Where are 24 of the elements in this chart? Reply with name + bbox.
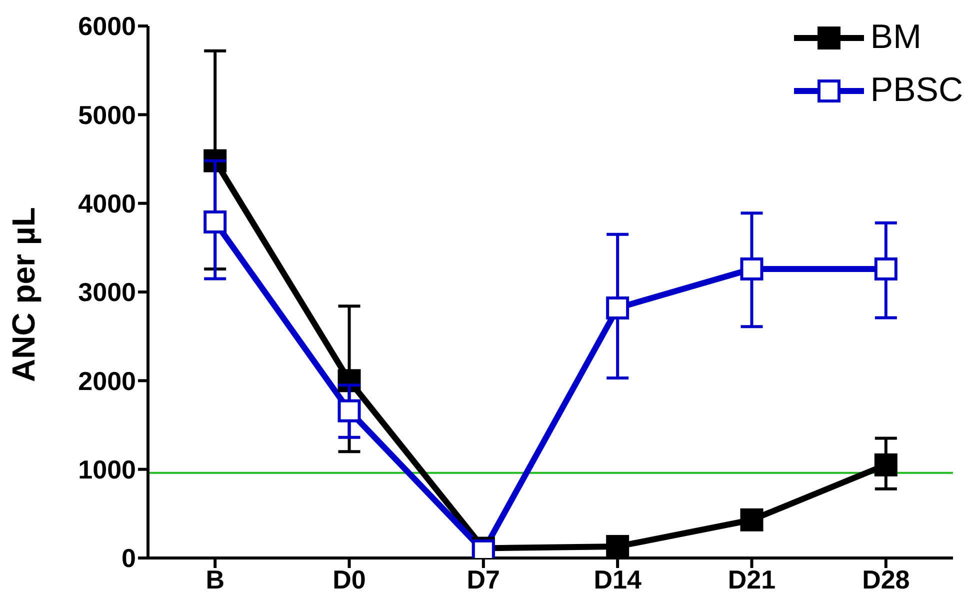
x-tick-label: D21 [728,564,776,594]
legend-label: PBSC [870,71,963,110]
x-tick-label: D28 [862,564,910,594]
point [204,210,227,234]
y-tick-label: 1000 [78,454,136,485]
y-tick-label: 4000 [78,188,136,219]
y-axis-title: ANC per µL [5,207,42,382]
y-tick-label: 0 [122,543,136,574]
x-tick-label: B [206,564,224,594]
y-tick-label: 3000 [78,277,136,308]
x-tick-label: D7 [466,564,500,594]
point [874,257,898,280]
y-tick-label: 2000 [78,366,136,396]
x-tick-label: D0 [332,564,366,594]
y-tick-label: 6000 [78,11,136,42]
point [606,534,630,558]
point [740,257,764,280]
point [338,399,361,422]
x-tick-label: D14 [594,564,642,594]
point [606,296,630,320]
point [740,508,764,532]
point [874,453,898,476]
y-tick-label: 5000 [78,100,136,130]
legend-label: BM [870,18,922,57]
